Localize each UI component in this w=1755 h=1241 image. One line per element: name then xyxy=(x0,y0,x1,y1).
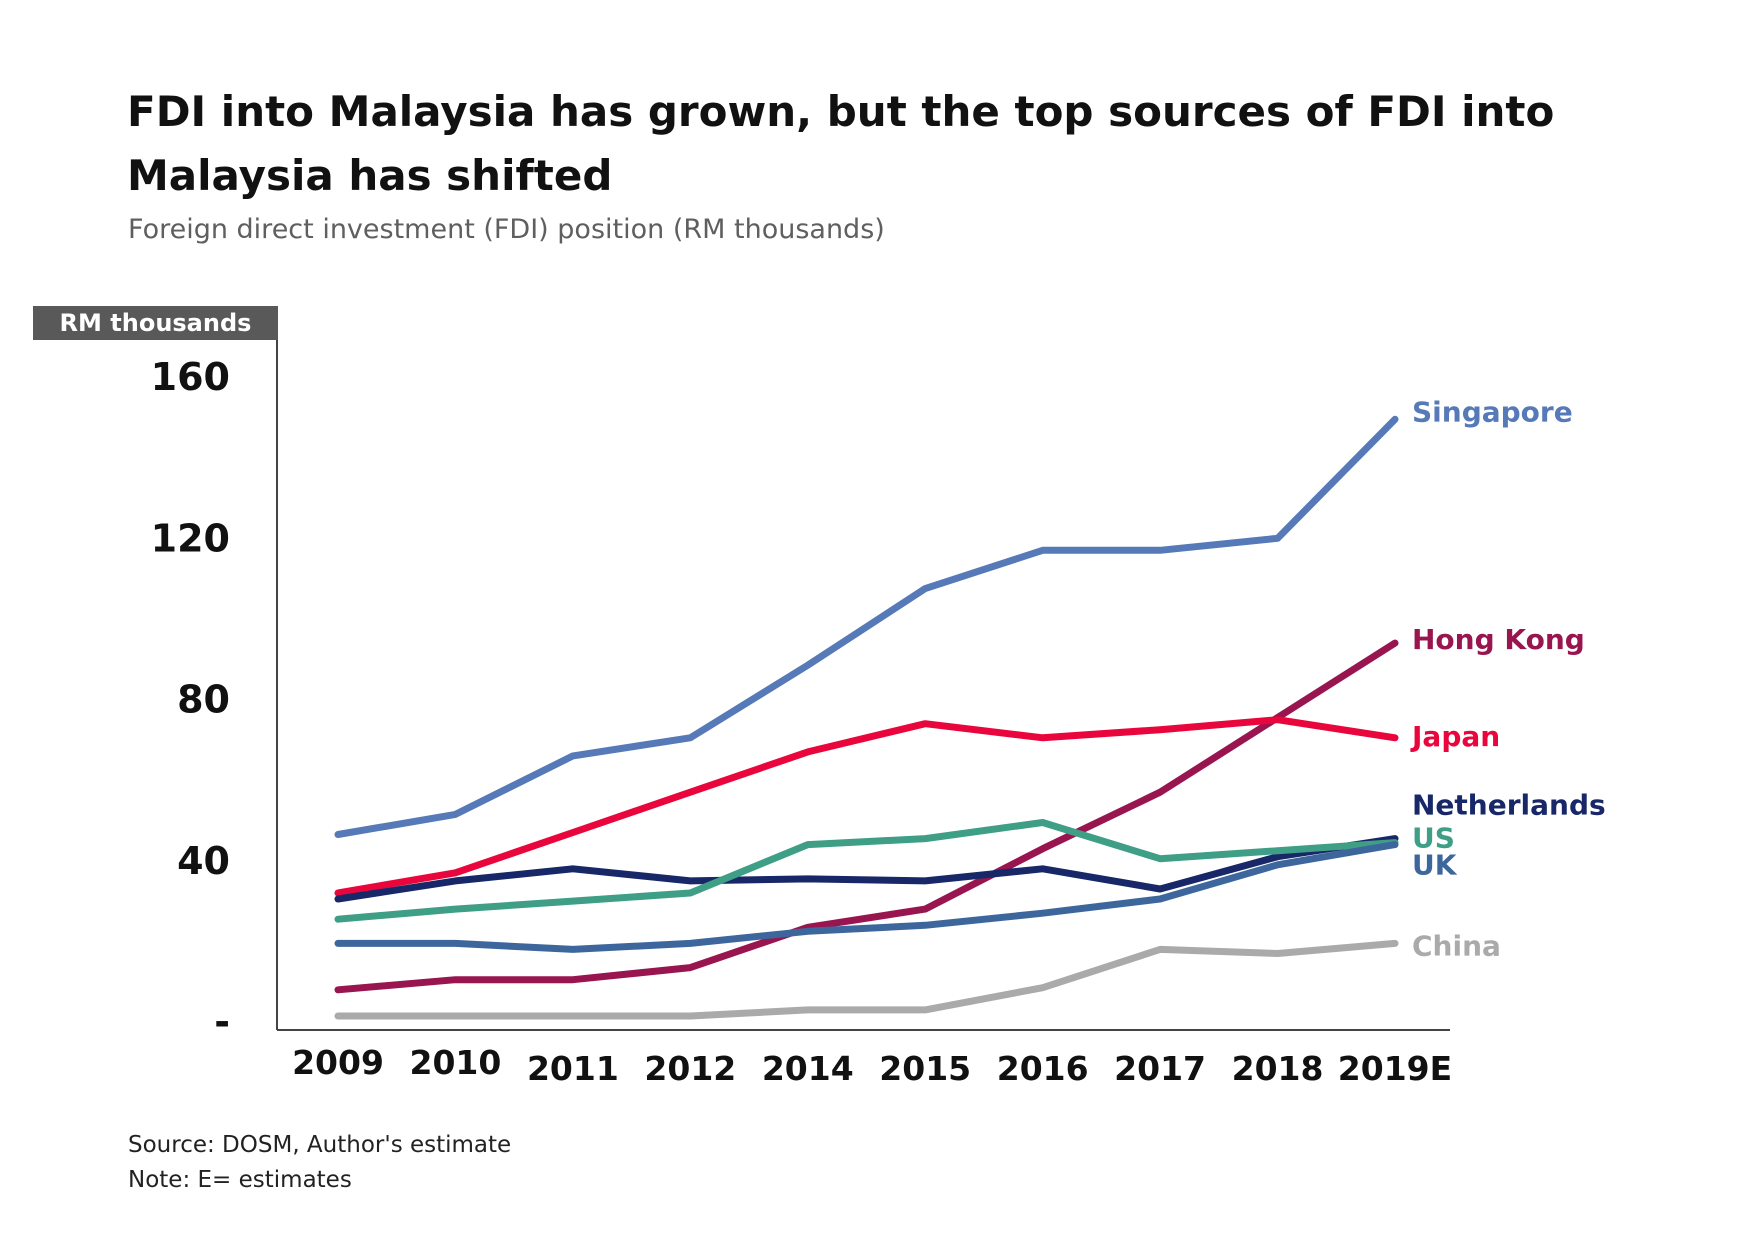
estimate-note: Note: E= estimates xyxy=(128,1167,352,1193)
x-tick-label: 2014 xyxy=(762,1049,854,1088)
y-tick-label: 40 xyxy=(177,839,230,883)
x-tick-label: 2009 xyxy=(292,1043,384,1082)
series-line-netherlands xyxy=(334,835,1399,903)
series-label-us: US xyxy=(1412,822,1455,855)
x-tick-label: 2010 xyxy=(410,1043,502,1082)
series-label-hong-kong: Hong Kong xyxy=(1412,623,1585,656)
chart-title: FDI into Malaysia has grown, but the top… xyxy=(127,87,1555,200)
y-tick-label: 120 xyxy=(151,516,230,560)
x-tick-label: 2017 xyxy=(1114,1049,1206,1088)
series-label-china: China xyxy=(1412,929,1501,962)
series-label-netherlands: Netherlands xyxy=(1412,789,1606,822)
x-tick-label: 2015 xyxy=(879,1049,971,1088)
series-line-japan xyxy=(334,716,1399,897)
x-tick-label: 2018 xyxy=(1232,1049,1324,1088)
series-line-hong-kong xyxy=(334,639,1399,994)
y-axis-tick-labels: - 40 80 120 160 xyxy=(151,355,230,1044)
x-tick-label: 2019E xyxy=(1338,1049,1452,1088)
series-line-china xyxy=(334,939,1399,1020)
y-tick-label: 160 xyxy=(151,355,230,399)
x-axis-tick-labels: 2009 2010 2011 2012 2014 2015 2016 2017 2018 2019… xyxy=(292,1043,1452,1088)
chart-axes xyxy=(276,340,1450,1031)
y-tick-label: - xyxy=(214,1000,230,1044)
series-lines xyxy=(334,415,1399,1020)
chart-subtitle: Foreign direct investment (FDI) position… xyxy=(128,214,885,245)
y-tick-label: 80 xyxy=(177,678,230,722)
series-label-uk: UK xyxy=(1412,849,1458,882)
series-line-us xyxy=(334,819,1399,923)
x-tick-label: 2012 xyxy=(644,1049,736,1088)
series-line-uk xyxy=(334,841,1399,953)
series-label-singapore: Singapore xyxy=(1412,395,1573,428)
series-label-japan: Japan xyxy=(1410,720,1500,753)
x-tick-label: 2011 xyxy=(527,1049,619,1088)
source-note: Source: DOSM, Author's estimate xyxy=(128,1132,512,1158)
series-line-singapore xyxy=(334,415,1399,838)
x-tick-label: 2016 xyxy=(997,1049,1089,1088)
y-unit-badge: RM thousands xyxy=(33,306,278,340)
